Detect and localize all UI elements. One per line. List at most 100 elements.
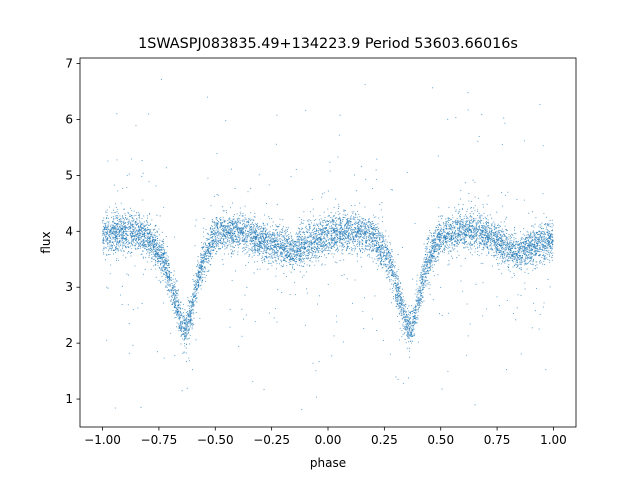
data-point bbox=[190, 300, 192, 302]
data-point bbox=[549, 238, 551, 240]
data-point bbox=[190, 324, 192, 326]
data-point bbox=[481, 253, 483, 255]
data-point bbox=[176, 290, 178, 292]
data-point bbox=[447, 247, 449, 249]
data-point bbox=[375, 216, 377, 218]
data-point bbox=[420, 274, 422, 276]
data-point bbox=[416, 318, 418, 320]
data-point bbox=[462, 290, 464, 292]
data-point bbox=[255, 233, 257, 236]
data-point bbox=[142, 172, 144, 174]
data-point bbox=[362, 224, 364, 226]
data-point bbox=[130, 251, 132, 254]
data-point bbox=[329, 219, 331, 221]
data-point bbox=[244, 249, 246, 251]
data-point bbox=[300, 221, 302, 223]
data-point bbox=[350, 238, 352, 240]
data-point bbox=[487, 234, 489, 236]
data-point bbox=[241, 335, 243, 337]
data-point bbox=[219, 221, 221, 223]
data-point bbox=[147, 221, 149, 224]
data-point bbox=[495, 239, 497, 241]
data-point bbox=[139, 247, 141, 249]
data-point bbox=[217, 225, 219, 227]
data-point bbox=[397, 308, 399, 310]
data-point bbox=[271, 218, 273, 220]
data-point bbox=[448, 240, 450, 242]
data-point bbox=[342, 243, 344, 245]
data-point bbox=[393, 274, 395, 276]
data-point bbox=[343, 246, 345, 248]
data-point bbox=[329, 231, 331, 233]
data-point bbox=[322, 220, 324, 222]
data-point bbox=[551, 254, 553, 257]
data-point bbox=[220, 229, 222, 231]
data-point bbox=[358, 229, 360, 232]
data-point bbox=[372, 223, 375, 225]
data-point bbox=[435, 258, 437, 260]
data-point bbox=[500, 221, 502, 223]
data-point bbox=[358, 242, 360, 244]
data-point bbox=[466, 244, 468, 246]
data-point bbox=[467, 233, 470, 235]
data-point bbox=[153, 249, 155, 251]
data-point bbox=[421, 287, 424, 289]
data-point bbox=[463, 241, 465, 243]
data-point bbox=[419, 305, 421, 307]
data-point bbox=[117, 259, 119, 261]
data-point bbox=[497, 223, 499, 225]
data-point bbox=[545, 252, 547, 254]
data-point bbox=[363, 233, 365, 235]
data-point bbox=[205, 274, 207, 277]
data-point bbox=[517, 294, 519, 296]
data-point bbox=[405, 328, 407, 330]
data-point bbox=[540, 232, 543, 234]
data-point bbox=[388, 267, 390, 269]
data-point bbox=[130, 243, 132, 245]
data-point bbox=[254, 244, 256, 246]
data-point bbox=[195, 291, 197, 293]
data-point bbox=[388, 276, 390, 278]
data-point bbox=[197, 260, 199, 262]
data-point bbox=[180, 335, 182, 337]
data-point bbox=[406, 316, 409, 319]
data-point bbox=[347, 225, 349, 227]
data-point bbox=[193, 313, 195, 315]
data-point bbox=[378, 258, 380, 260]
data-point bbox=[103, 253, 105, 255]
data-point bbox=[270, 242, 272, 244]
data-point bbox=[534, 268, 537, 270]
data-point bbox=[339, 221, 341, 223]
data-point bbox=[538, 236, 540, 238]
data-point bbox=[378, 217, 380, 219]
data-point bbox=[312, 247, 314, 250]
data-point bbox=[355, 212, 357, 214]
data-point bbox=[342, 217, 344, 219]
data-point bbox=[362, 232, 364, 234]
data-point bbox=[405, 320, 407, 322]
data-point bbox=[236, 213, 238, 215]
data-point bbox=[115, 246, 117, 248]
data-point bbox=[359, 221, 361, 223]
data-point bbox=[281, 261, 283, 263]
data-point bbox=[276, 255, 278, 257]
data-point bbox=[509, 256, 511, 258]
data-point bbox=[277, 251, 279, 253]
data-point bbox=[131, 227, 133, 229]
data-point bbox=[315, 257, 317, 259]
data-point bbox=[450, 255, 453, 257]
data-point bbox=[341, 236, 343, 238]
data-point bbox=[306, 237, 308, 239]
data-point bbox=[520, 244, 522, 246]
data-point bbox=[363, 229, 365, 231]
data-point bbox=[252, 245, 254, 247]
data-point bbox=[359, 231, 361, 233]
data-point bbox=[298, 265, 301, 267]
data-point bbox=[437, 259, 440, 261]
data-point bbox=[325, 224, 327, 227]
data-point bbox=[196, 301, 198, 303]
data-point bbox=[180, 330, 183, 333]
data-point bbox=[210, 234, 212, 236]
data-point bbox=[200, 288, 202, 290]
data-point bbox=[239, 230, 241, 232]
